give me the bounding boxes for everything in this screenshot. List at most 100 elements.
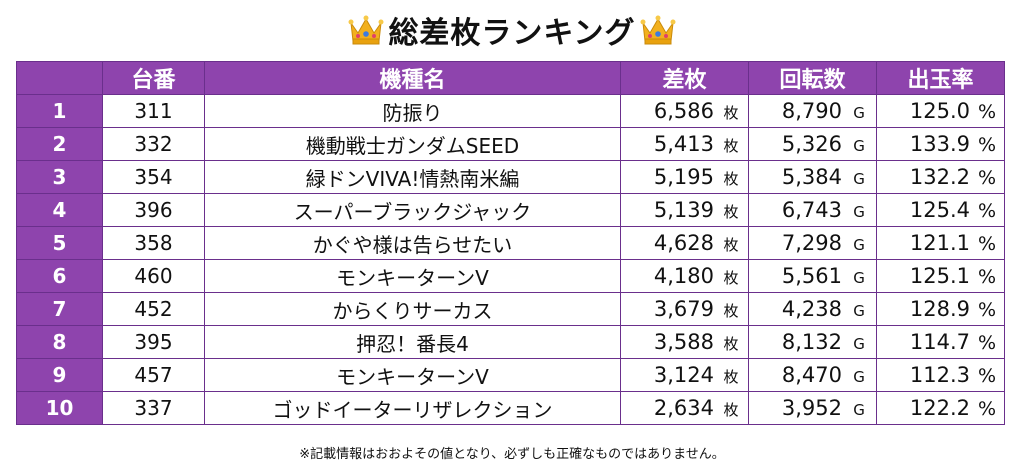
machine-name-cell: ゴッドイーターリザレクション [204,391,621,425]
spins-unit: G [853,203,865,221]
machine-number-cell: 460 [102,259,205,293]
crown-icon [348,13,384,47]
difference-cell: 3,679 枚 [620,292,749,326]
payout-rate-value: 114.7 [909,330,970,354]
spins-cell: 5,384 G [748,160,877,194]
rank-cell: 1 [16,94,103,128]
spins-unit: G [853,137,865,155]
spins-cell: 4,238 G [748,292,877,326]
difference-cell: 5,195 枚 [620,160,749,194]
machine-name-cell: スーパーブラックジャック [204,193,621,227]
payout-rate-value: 125.0 [909,99,970,123]
spins-value: 5,384 [781,165,842,189]
header-machine-name: 機種名 [204,61,621,95]
payout-rate-cell: 133.9% [876,127,1005,161]
payout-rate-cell: 112.3% [876,358,1005,392]
spins-cell: 8,790 G [748,94,877,128]
table-row: 6 460 モンキーターンV 4,180 枚 5,561 G 125.1% [16,259,1005,293]
machine-number-cell: 332 [102,127,205,161]
table-row: 4 396 スーパーブラックジャック 5,139 枚 6,743 G 125.4% [16,193,1005,227]
payout-rate-unit: % [977,266,997,288]
spins-value: 8,132 [781,330,842,354]
machine-number-cell: 396 [102,193,205,227]
rank-cell: 10 [16,391,103,425]
machine-name-cell: モンキーターンV [204,358,621,392]
payout-rate-cell: 132.2% [876,160,1005,194]
difference-unit: 枚 [723,302,739,320]
payout-rate-unit: % [977,365,997,387]
spins-cell: 8,470 G [748,358,877,392]
machine-number-cell: 337 [102,391,205,425]
spins-unit: G [853,170,865,188]
spins-unit: G [853,335,865,353]
payout-rate-cell: 122.2% [876,391,1005,425]
table-row: 10 337 ゴッドイーターリザレクション 2,634 枚 3,952 G 122.2% [16,391,1005,425]
payout-rate-value: 121.1 [909,231,970,255]
difference-unit: 枚 [723,335,739,353]
machine-number-cell: 311 [102,94,205,128]
spins-unit: G [853,269,865,287]
header-difference: 差枚 [620,61,749,95]
spins-value: 3,952 [781,396,842,420]
machine-number-cell: 452 [102,292,205,326]
spins-cell: 7,298 G [748,226,877,260]
spins-value: 7,298 [781,231,842,255]
difference-unit: 枚 [723,401,739,419]
difference-value: 5,139 [653,198,714,222]
difference-cell: 6,586 枚 [620,94,749,128]
difference-unit: 枚 [723,203,739,221]
spins-value: 8,790 [781,99,842,123]
spins-cell: 6,743 G [748,193,877,227]
machine-number-cell: 358 [102,226,205,260]
header-spins: 回転数 [748,61,877,95]
payout-rate-cell: 125.0% [876,94,1005,128]
payout-rate-unit: % [977,299,997,321]
machine-number-cell: 395 [102,325,205,359]
machine-name-cell: 防振り [204,94,621,128]
machine-name-cell: 緑ドンVIVA!情熱南米編 [204,160,621,194]
table-row: 8 395 押忍！番長4 3,588 枚 8,132 G 114.7% [16,325,1005,359]
difference-cell: 5,139 枚 [620,193,749,227]
payout-rate-unit: % [977,134,997,156]
spins-unit: G [853,236,865,254]
header-rank [16,61,103,95]
table-row: 3 354 緑ドンVIVA!情熱南米編 5,195 枚 5,384 G 132.2% [16,160,1005,194]
machine-name-cell: からくりサーカス [204,292,621,326]
payout-rate-unit: % [977,167,997,189]
rank-cell: 6 [16,259,103,293]
table-row: 7 452 からくりサーカス 3,679 枚 4,238 G 128.9% [16,292,1005,326]
payout-rate-unit: % [977,200,997,222]
difference-unit: 枚 [723,170,739,188]
machine-name-cell: かぐや様は告らせたい [204,226,621,260]
difference-unit: 枚 [723,269,739,287]
table-row: 2 332 機動戦士ガンダムSEED 5,413 枚 5,326 G 133.9% [16,127,1005,161]
spins-unit: G [853,104,865,122]
spins-value: 5,561 [781,264,842,288]
spins-cell: 3,952 G [748,391,877,425]
payout-rate-value: 132.2 [909,165,970,189]
table-header-row: 台番 機種名 差枚 回転数 出玉率 [16,61,1005,95]
spins-cell: 5,561 G [748,259,877,293]
machine-name-cell: 押忍！番長4 [204,325,621,359]
difference-unit: 枚 [723,368,739,386]
difference-unit: 枚 [723,236,739,254]
rank-cell: 8 [16,325,103,359]
difference-cell: 4,628 枚 [620,226,749,260]
rank-cell: 9 [16,358,103,392]
disclaimer-note: ※記載情報はおおよその値となり、必ずしも正確なものではありません。 [299,447,725,462]
spins-value: 5,326 [781,132,842,156]
difference-value: 6,586 [653,99,714,123]
payout-rate-value: 133.9 [909,132,970,156]
title-bar: 総差枚ランキング [0,8,1024,52]
difference-value: 2,634 [653,396,714,420]
payout-rate-value: 125.4 [909,198,970,222]
rank-cell: 3 [16,160,103,194]
header-machine-no: 台番 [102,61,205,95]
spins-unit: G [853,368,865,386]
difference-cell: 3,124 枚 [620,358,749,392]
crown-icon [640,13,676,47]
machine-number-cell: 354 [102,160,205,194]
spins-cell: 5,326 G [748,127,877,161]
difference-value: 5,413 [653,132,714,156]
spins-value: 6,743 [781,198,842,222]
